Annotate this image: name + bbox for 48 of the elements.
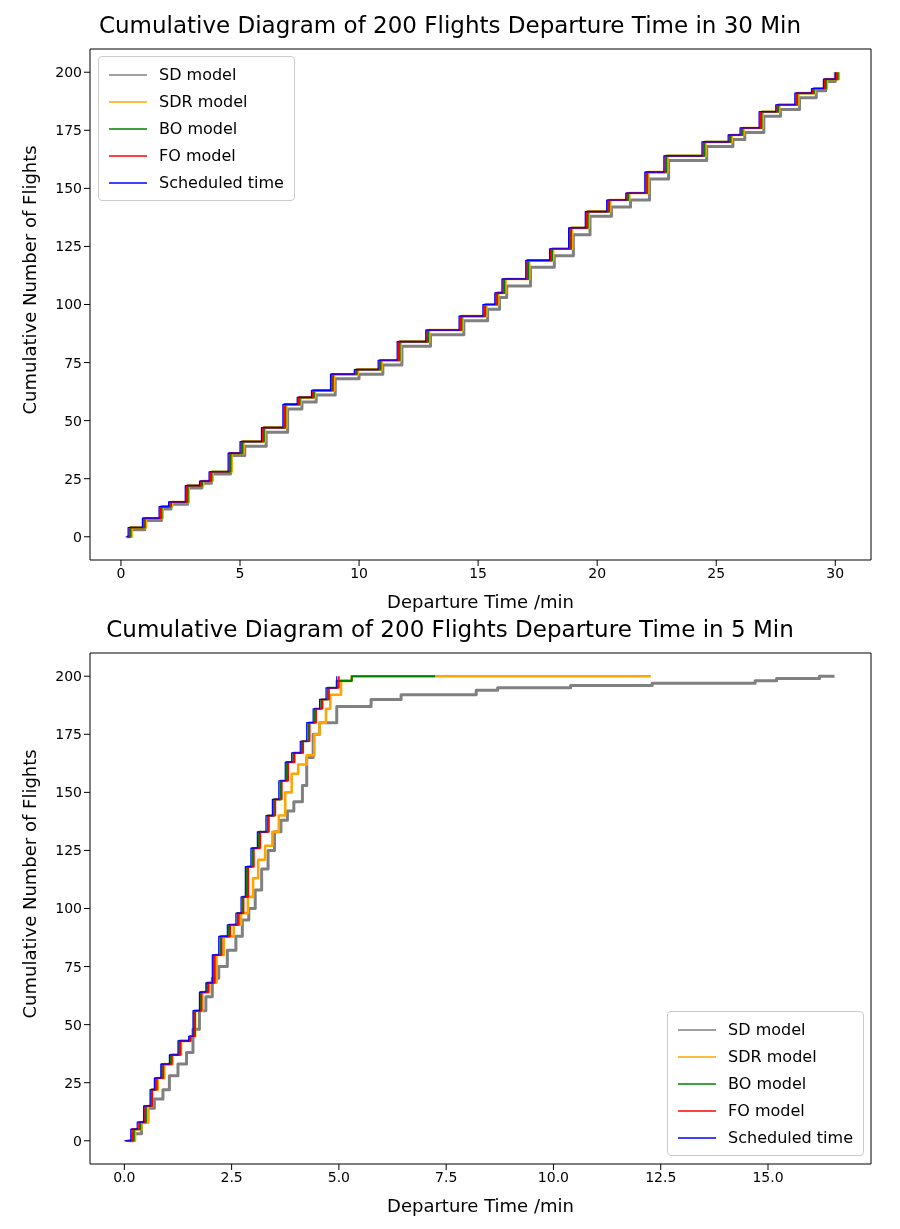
y-tick-label: 75: [64, 354, 82, 371]
y-tick-label: 50: [64, 1016, 82, 1033]
x-tick-label: 0: [116, 564, 126, 581]
x-tick-label: 5: [235, 564, 245, 581]
legend-label: SDR model: [159, 92, 248, 111]
y-axis-title: Cumulative Number of Flights: [19, 749, 41, 1019]
legend-label: FO model: [159, 146, 236, 165]
y-tick-label: 0: [73, 1132, 82, 1149]
y-tick-label: 100: [55, 296, 82, 313]
x-tick-label: 5.0: [327, 1168, 351, 1185]
y-tick-label: 50: [64, 412, 82, 429]
x-tick-label: 7.5: [435, 1168, 458, 1185]
legend-label: BO model: [159, 119, 238, 138]
x-tick-label: 20: [588, 564, 607, 581]
y-tick-label: 200: [55, 668, 82, 685]
chart-title: Cumulative Diagram of 200 Flights Departure Time in 5 Min: [105, 615, 795, 644]
legend-label: SDR model: [728, 1047, 817, 1066]
y-axis-title: Cumulative Number of Flights: [19, 145, 41, 415]
y-tick-label: 100: [55, 900, 82, 917]
x-tick-label: 12.5: [645, 1168, 677, 1185]
x-tick-label: 15.0: [752, 1168, 784, 1185]
y-tick-label: 25: [64, 1074, 82, 1091]
y-tick-label: 0: [73, 528, 82, 545]
y-tick-label: 150: [55, 784, 82, 801]
legend-label: SD model: [728, 1020, 806, 1039]
legend-label: Scheduled time: [159, 173, 284, 192]
x-axis-title: Departure Time /min: [387, 591, 574, 612]
legend-label: BO model: [728, 1074, 807, 1093]
chart-title: Cumulative Diagram of 200 Flights Departure Time in 30 Min: [97, 11, 803, 40]
x-tick-label: 25: [707, 564, 726, 581]
legend-label: Scheduled time: [728, 1128, 853, 1147]
y-tick-label: 125: [55, 238, 82, 255]
x-tick-label: 10.0: [537, 1168, 570, 1185]
legend-label: FO model: [728, 1101, 805, 1120]
legend-label: SD model: [159, 65, 237, 84]
x-tick-label: 15: [469, 564, 488, 581]
y-tick-label: 25: [64, 470, 82, 487]
x-tick-label: 0.0: [113, 1168, 136, 1185]
x-axis-title: Departure Time /min: [387, 1195, 574, 1216]
x-tick-label: 30: [826, 564, 845, 581]
y-tick-label: 200: [55, 64, 82, 81]
x-tick-label: 10: [350, 564, 368, 581]
y-tick-label: 150: [55, 180, 82, 197]
y-tick-label: 75: [64, 958, 82, 975]
y-tick-label: 125: [55, 842, 82, 859]
y-tick-label: 175: [55, 726, 82, 743]
y-tick-label: 175: [55, 122, 82, 139]
x-tick-label: 2.5: [220, 1168, 243, 1185]
